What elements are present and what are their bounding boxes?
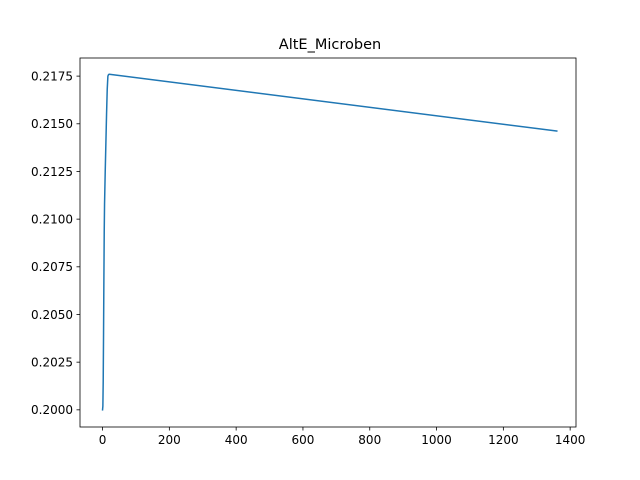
x-tick-label: 1000 <box>421 433 452 447</box>
x-tick-label: 600 <box>291 433 314 447</box>
series-line-0 <box>101 73 558 411</box>
y-tick-label: 0.2050 <box>31 308 73 322</box>
y-tick-label: 0.2000 <box>31 403 73 417</box>
plot-area: 0 200 400 600 800 1000 1200 1400 0.2000 0.2025 0.2… <box>31 57 586 447</box>
y-tick-label: 0.2025 <box>31 355 73 369</box>
axes-frame <box>79 57 577 428</box>
y-tick-label: 0.2125 <box>31 165 73 179</box>
x-tick-label: 0 <box>99 433 107 447</box>
x-tick-label: 800 <box>358 433 381 447</box>
x-tick-label: 400 <box>225 433 248 447</box>
y-tick-label: 0.2100 <box>31 212 73 226</box>
x-tick-label: 1200 <box>488 433 519 447</box>
x-tick-label: 200 <box>158 433 181 447</box>
y-tick-label: 0.2175 <box>31 69 73 83</box>
x-tick-label: 1400 <box>555 433 586 447</box>
y-tick-label: 0.2075 <box>31 260 73 274</box>
y-tick-label: 0.2150 <box>31 117 73 131</box>
chart-title: AltE_Microben <box>279 37 381 53</box>
